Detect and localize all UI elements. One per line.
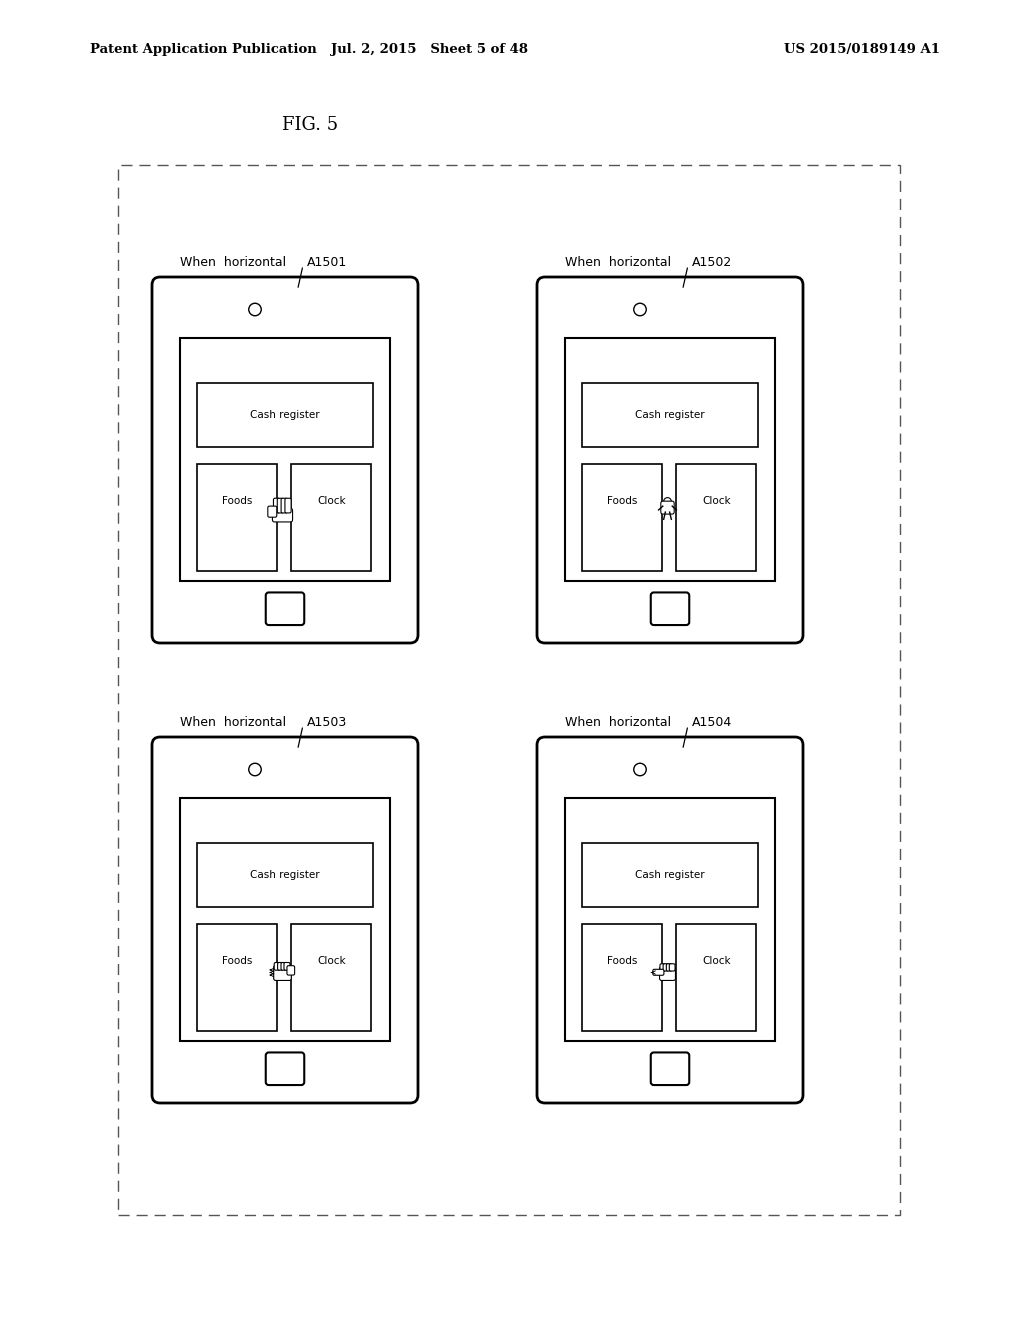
FancyBboxPatch shape (537, 277, 803, 643)
Text: A1504: A1504 (692, 715, 732, 729)
Text: When  horizontal: When horizontal (180, 715, 286, 729)
Bar (565, 338, 775, 581)
FancyBboxPatch shape (273, 965, 291, 981)
Bar (180, 338, 390, 581)
Text: Foods: Foods (606, 957, 637, 966)
Text: US 2015/0189149 A1: US 2015/0189149 A1 (784, 44, 940, 57)
FancyBboxPatch shape (664, 964, 669, 972)
Text: When  horizontal: When horizontal (565, 256, 671, 269)
Bar (118, 165, 900, 1214)
FancyBboxPatch shape (152, 277, 418, 643)
FancyBboxPatch shape (152, 737, 418, 1104)
FancyBboxPatch shape (273, 498, 280, 513)
Text: Clock: Clock (316, 496, 345, 507)
Bar (197, 465, 276, 572)
FancyBboxPatch shape (650, 593, 689, 626)
Text: Jul. 2, 2015   Sheet 5 of 48: Jul. 2, 2015 Sheet 5 of 48 (332, 44, 528, 57)
Text: Clock: Clock (701, 496, 730, 507)
FancyBboxPatch shape (274, 962, 281, 970)
FancyBboxPatch shape (281, 962, 287, 970)
Text: Cash register: Cash register (250, 870, 319, 879)
Bar (582, 383, 758, 447)
FancyBboxPatch shape (659, 966, 676, 981)
Bar (180, 797, 390, 1040)
FancyBboxPatch shape (285, 498, 291, 513)
FancyBboxPatch shape (670, 964, 675, 972)
FancyBboxPatch shape (282, 498, 288, 513)
Circle shape (664, 498, 672, 506)
Text: Foods: Foods (221, 496, 252, 507)
Text: Cash register: Cash register (635, 409, 705, 420)
Bar (582, 842, 758, 907)
Bar (197, 383, 373, 447)
Circle shape (634, 763, 646, 776)
Text: A1502: A1502 (692, 256, 732, 269)
Bar (582, 924, 662, 1031)
Bar (676, 465, 756, 572)
Text: When  horizontal: When horizontal (565, 715, 671, 729)
Text: Clock: Clock (701, 957, 730, 966)
Text: Foods: Foods (606, 496, 637, 507)
FancyBboxPatch shape (650, 1052, 689, 1085)
Text: Foods: Foods (221, 957, 252, 966)
FancyBboxPatch shape (653, 969, 664, 975)
Text: Cash register: Cash register (250, 409, 319, 420)
Text: A1501: A1501 (307, 256, 347, 269)
FancyBboxPatch shape (284, 962, 290, 970)
Bar (582, 465, 662, 572)
Bar (565, 797, 775, 1040)
Text: Clock: Clock (316, 957, 345, 966)
Bar (291, 924, 371, 1031)
FancyBboxPatch shape (659, 964, 666, 972)
FancyBboxPatch shape (537, 737, 803, 1104)
Text: Patent Application Publication: Patent Application Publication (90, 44, 316, 57)
FancyBboxPatch shape (272, 508, 293, 521)
Bar (197, 924, 276, 1031)
Bar (197, 842, 373, 907)
Circle shape (634, 304, 646, 315)
FancyBboxPatch shape (278, 498, 284, 513)
Text: Cash register: Cash register (635, 870, 705, 879)
FancyBboxPatch shape (268, 506, 276, 517)
FancyBboxPatch shape (660, 502, 674, 513)
FancyBboxPatch shape (266, 1052, 304, 1085)
Text: When  horizontal: When horizontal (180, 256, 286, 269)
Circle shape (249, 304, 261, 315)
Text: FIG. 5: FIG. 5 (282, 116, 338, 135)
FancyBboxPatch shape (278, 962, 284, 970)
FancyBboxPatch shape (287, 966, 295, 975)
Bar (676, 924, 756, 1031)
Circle shape (249, 763, 261, 776)
Text: A1503: A1503 (307, 715, 347, 729)
FancyBboxPatch shape (667, 964, 672, 972)
Bar (291, 465, 371, 572)
FancyBboxPatch shape (266, 593, 304, 626)
